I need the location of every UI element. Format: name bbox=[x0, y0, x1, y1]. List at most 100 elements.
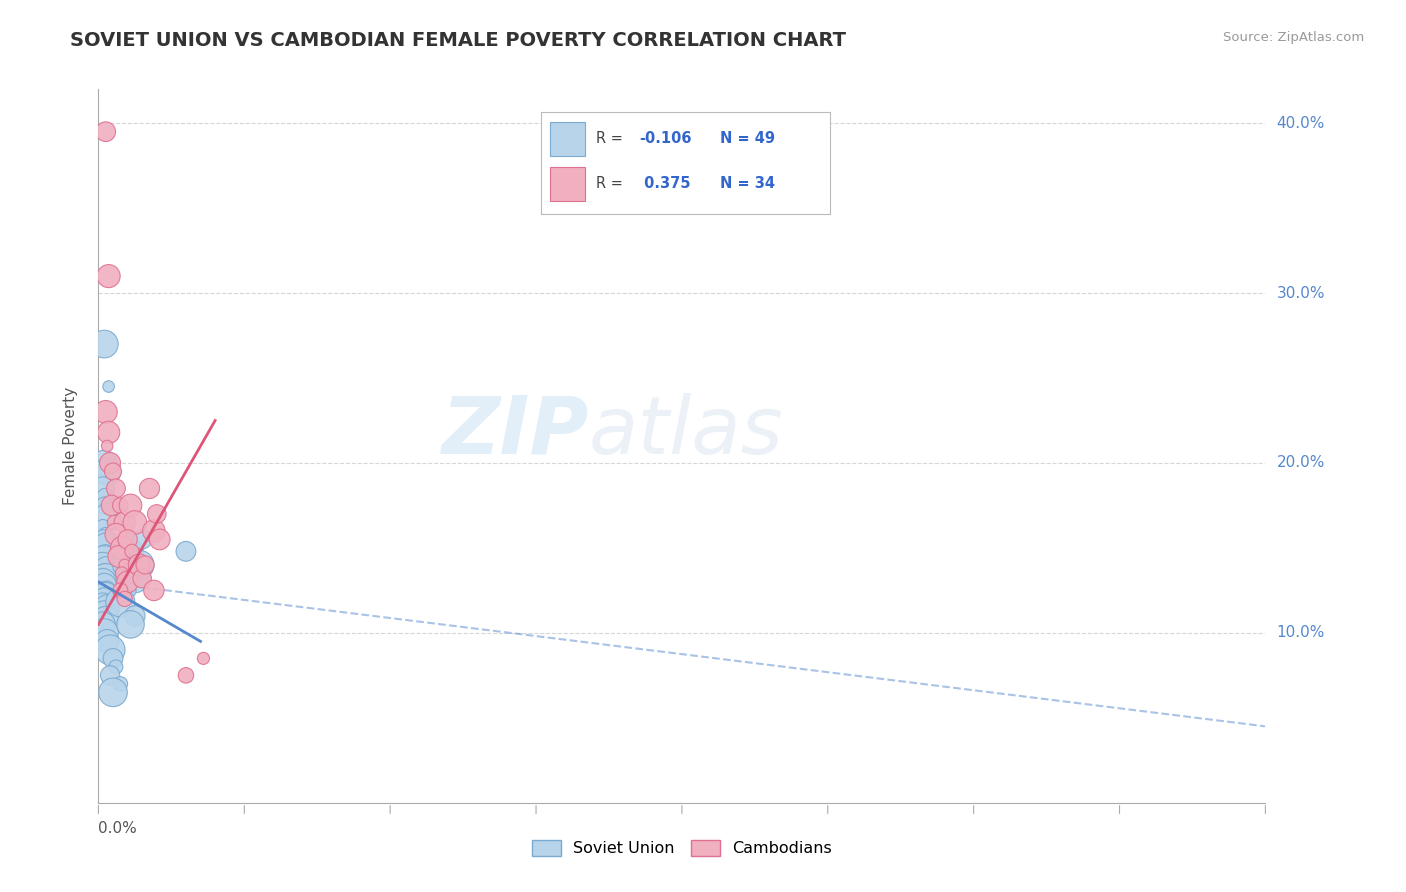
Point bbox=[114, 516, 136, 530]
Point bbox=[96, 465, 118, 479]
Point bbox=[96, 541, 118, 555]
Text: -0.106: -0.106 bbox=[640, 131, 692, 146]
Text: Source: ZipAtlas.com: Source: ZipAtlas.com bbox=[1223, 31, 1364, 45]
Text: N = 49: N = 49 bbox=[720, 131, 775, 146]
Point bbox=[91, 544, 114, 558]
Point bbox=[93, 578, 115, 592]
Point bbox=[96, 510, 118, 524]
Bar bbox=[550, 167, 585, 201]
Point bbox=[134, 558, 156, 572]
Point bbox=[91, 597, 114, 611]
Point bbox=[110, 595, 132, 609]
Point bbox=[108, 549, 131, 564]
Point bbox=[114, 558, 136, 572]
Point bbox=[149, 533, 172, 547]
Point bbox=[101, 465, 124, 479]
Point bbox=[146, 507, 169, 521]
Point bbox=[114, 558, 136, 572]
Point bbox=[174, 544, 197, 558]
Point bbox=[174, 668, 197, 682]
Text: 30.0%: 30.0% bbox=[1277, 285, 1324, 301]
Text: 40.0%: 40.0% bbox=[1277, 116, 1324, 131]
Point bbox=[93, 499, 115, 513]
Point bbox=[96, 634, 118, 648]
Point bbox=[117, 533, 139, 547]
Point bbox=[98, 456, 121, 470]
Point bbox=[97, 269, 120, 284]
Point bbox=[98, 668, 121, 682]
Text: 10.0%: 10.0% bbox=[1277, 625, 1324, 640]
Point bbox=[96, 563, 118, 577]
Point bbox=[110, 583, 132, 598]
Text: R =: R = bbox=[596, 177, 627, 191]
Point bbox=[103, 516, 125, 530]
Text: N = 34: N = 34 bbox=[720, 177, 775, 191]
Bar bbox=[550, 122, 585, 155]
Point bbox=[93, 553, 115, 567]
Point bbox=[128, 558, 150, 572]
Point bbox=[91, 558, 114, 572]
Point bbox=[138, 482, 160, 496]
Point bbox=[97, 425, 120, 440]
Point bbox=[117, 533, 139, 547]
Text: ZIP: ZIP bbox=[441, 392, 589, 471]
Legend: Soviet Union, Cambodians: Soviet Union, Cambodians bbox=[526, 833, 838, 863]
Point bbox=[93, 606, 115, 620]
Point bbox=[94, 405, 117, 419]
Point bbox=[111, 566, 134, 581]
Point bbox=[93, 626, 115, 640]
Point bbox=[110, 499, 132, 513]
Point bbox=[96, 600, 118, 615]
Point bbox=[91, 617, 114, 632]
Point bbox=[96, 439, 118, 453]
Point bbox=[117, 574, 139, 589]
Text: atlas: atlas bbox=[589, 392, 783, 471]
Point bbox=[120, 617, 142, 632]
Point bbox=[114, 591, 136, 606]
Point bbox=[94, 612, 117, 626]
Point bbox=[93, 456, 115, 470]
Text: SOVIET UNION VS CAMBODIAN FEMALE POVERTY CORRELATION CHART: SOVIET UNION VS CAMBODIAN FEMALE POVERTY… bbox=[70, 31, 846, 50]
Point bbox=[111, 541, 134, 555]
Point bbox=[101, 651, 124, 665]
Point bbox=[94, 589, 117, 603]
Point bbox=[128, 558, 150, 572]
Point bbox=[94, 572, 117, 586]
Text: 0.375: 0.375 bbox=[640, 177, 690, 191]
Text: 0.0%: 0.0% bbox=[98, 821, 138, 836]
Point bbox=[91, 585, 114, 599]
Point bbox=[124, 516, 146, 530]
Point bbox=[120, 499, 142, 513]
Point bbox=[142, 524, 165, 538]
Point bbox=[142, 583, 165, 598]
Point bbox=[91, 482, 114, 496]
Point bbox=[96, 582, 118, 596]
Point bbox=[93, 536, 115, 550]
Y-axis label: Female Poverty: Female Poverty bbox=[63, 387, 77, 505]
Point bbox=[100, 499, 122, 513]
Point bbox=[94, 549, 117, 564]
Point bbox=[124, 608, 146, 623]
Point bbox=[101, 685, 124, 699]
Point bbox=[94, 527, 117, 541]
Point bbox=[93, 337, 115, 351]
Point bbox=[104, 482, 127, 496]
Point bbox=[93, 591, 115, 606]
Point bbox=[104, 527, 127, 541]
Point bbox=[120, 544, 142, 558]
Point bbox=[93, 566, 115, 581]
Point bbox=[124, 572, 146, 586]
Point bbox=[131, 572, 153, 586]
Point bbox=[193, 651, 215, 665]
Point bbox=[94, 490, 117, 504]
Point bbox=[97, 379, 120, 393]
Point bbox=[104, 660, 127, 674]
Point bbox=[91, 574, 114, 589]
Point bbox=[98, 643, 121, 657]
Text: R =: R = bbox=[596, 131, 627, 146]
Point bbox=[91, 520, 114, 534]
Point bbox=[121, 544, 143, 558]
Point bbox=[110, 677, 132, 691]
Point bbox=[117, 583, 139, 598]
Point bbox=[94, 125, 117, 139]
